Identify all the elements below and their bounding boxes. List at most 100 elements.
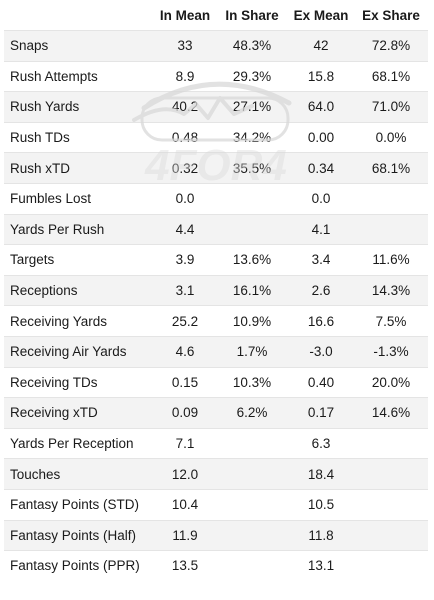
cell-in-mean: 0.0 (154, 182, 216, 215)
cell-in-mean: 0.15 (154, 366, 216, 398)
cell-ex-mean: 16.6 (288, 305, 354, 337)
cell-ex-mean: 3.4 (288, 244, 354, 276)
cell-in-share (216, 488, 288, 520)
table-row: Yards Per Rush 4.4 4.1 (4, 213, 428, 245)
stats-table: In Mean In Share Ex Mean Ex Share Snaps 3… (4, 8, 428, 581)
header-ex-share: Ex Share (362, 8, 420, 23)
stat-name-cell: Fumbles Lost (4, 182, 154, 215)
cell-in-share (216, 550, 288, 581)
stat-name-cell: Touches (4, 458, 154, 490)
stat-name-cell: Rush xTD (4, 152, 154, 184)
table-header: In Mean In Share Ex Mean Ex Share (4, 8, 428, 31)
table-row: Receiving Yards 25.2 10.9% 16.6 7.5% (4, 305, 428, 337)
table-row: Receptions 3.1 16.1% 2.6 14.3% (4, 274, 428, 306)
stat-name-cell: Receiving xTD (4, 397, 154, 429)
cell-in-share: 35.5% (216, 152, 288, 184)
cell-ex-mean: 4.1 (288, 213, 354, 245)
cell-in-share: 6.2% (216, 397, 288, 429)
cell-ex-share (354, 427, 428, 459)
stats-table-container: In Mean In Share Ex Mean Ex Share Snaps 3… (4, 8, 428, 581)
table-row: Rush TDs 0.48 34.2% 0.00 0.0% (4, 121, 428, 153)
cell-ex-share: 14.6% (354, 397, 428, 429)
table-row: Fantasy Points (PPR) 13.5 13.1 (4, 550, 428, 581)
cell-in-share: 13.6% (216, 244, 288, 276)
header-in-mean: In Mean (159, 8, 211, 23)
cell-ex-mean: 0.0 (288, 182, 354, 215)
cell-ex-share: 7.5% (354, 305, 428, 337)
table-row: Fantasy Points (STD) 10.4 10.5 (4, 488, 428, 520)
cell-in-mean: 3.1 (154, 274, 216, 306)
table-row: Rush Attempts 8.9 29.3% 15.8 68.1% (4, 60, 428, 92)
cell-ex-mean: 11.8 (288, 519, 354, 551)
cell-ex-share: 72.8% (354, 30, 428, 62)
cell-in-share: 10.3% (216, 366, 288, 398)
cell-in-share: 27.1% (216, 91, 288, 123)
cell-ex-share (354, 488, 428, 520)
stat-name-cell: Receiving Yards (4, 305, 154, 337)
table-row: Receiving xTD 0.09 6.2% 0.17 14.6% (4, 397, 428, 429)
cell-ex-share: 71.0% (354, 91, 428, 123)
cell-in-share: 10.9% (216, 305, 288, 337)
cell-in-share (216, 519, 288, 551)
table-row: Snaps 33 48.3% 42 72.8% (4, 30, 428, 62)
cell-in-mean: 25.2 (154, 305, 216, 337)
stat-name-cell: Targets (4, 244, 154, 276)
cell-ex-mean: 0.40 (288, 366, 354, 398)
cell-ex-mean: 0.00 (288, 121, 354, 153)
cell-in-share: 1.7% (216, 335, 288, 368)
header-stat (4, 8, 154, 31)
cell-in-mean: 11.9 (154, 519, 216, 551)
cell-ex-mean: 15.8 (288, 60, 354, 92)
stat-name-cell: Rush Yards (4, 91, 154, 123)
cell-in-mean: 10.4 (154, 488, 216, 520)
cell-ex-share: 68.1% (354, 152, 428, 184)
header-in-share: In Share (225, 8, 279, 23)
stat-name-cell: Fantasy Points (Half) (4, 519, 154, 551)
cell-ex-mean: 10.5 (288, 488, 354, 520)
table-row: Touches 12.0 18.4 (4, 458, 428, 490)
cell-ex-mean: 42 (288, 30, 354, 62)
stat-name-cell: Fantasy Points (PPR) (4, 550, 154, 581)
stat-name-cell: Rush Attempts (4, 60, 154, 92)
cell-in-mean: 4.6 (154, 335, 216, 368)
table-row: Targets 3.9 13.6% 3.4 11.6% (4, 244, 428, 276)
cell-ex-share (354, 213, 428, 245)
cell-ex-share (354, 550, 428, 581)
cell-in-mean: 4.4 (154, 213, 216, 245)
cell-in-mean: 8.9 (154, 60, 216, 92)
cell-ex-share: 11.6% (354, 244, 428, 276)
cell-ex-mean: 0.17 (288, 397, 354, 429)
cell-in-share: 48.3% (216, 30, 288, 62)
cell-ex-share (354, 182, 428, 215)
header-row: In Mean In Share Ex Mean Ex Share (4, 8, 428, 31)
stat-name-cell: Receptions (4, 274, 154, 306)
stat-name-cell: Snaps (4, 30, 154, 62)
stat-name-cell: Fantasy Points (STD) (4, 488, 154, 520)
cell-ex-share: 68.1% (354, 60, 428, 92)
cell-in-share (216, 213, 288, 245)
cell-in-mean: 0.32 (154, 152, 216, 184)
table-row: Yards Per Reception 7.1 6.3 (4, 427, 428, 459)
table-row: Fumbles Lost 0.0 0.0 (4, 182, 428, 215)
cell-ex-share (354, 519, 428, 551)
header-ex-mean: Ex Mean (293, 8, 349, 23)
stat-name-cell: Receiving TDs (4, 366, 154, 398)
cell-in-share: 29.3% (216, 60, 288, 92)
stat-name-cell: Yards Per Rush (4, 213, 154, 245)
cell-in-mean: 13.5 (154, 550, 216, 581)
cell-ex-share: -1.3% (354, 335, 428, 368)
cell-ex-share: 20.0% (354, 366, 428, 398)
cell-ex-mean: 2.6 (288, 274, 354, 306)
cell-in-share (216, 182, 288, 215)
cell-ex-mean: 6.3 (288, 427, 354, 459)
cell-in-share: 34.2% (216, 121, 288, 153)
table-row: Receiving Air Yards 4.6 1.7% -3.0 -1.3% (4, 335, 428, 368)
cell-in-share (216, 427, 288, 459)
stat-name-cell: Yards Per Reception (4, 427, 154, 459)
cell-in-mean: 7.1 (154, 427, 216, 459)
table-row: Fantasy Points (Half) 11.9 11.8 (4, 519, 428, 551)
cell-ex-share (354, 458, 428, 490)
cell-ex-mean: 18.4 (288, 458, 354, 490)
table-row: Rush xTD 0.32 35.5% 0.34 68.1% (4, 152, 428, 184)
table-row: Receiving TDs 0.15 10.3% 0.40 20.0% (4, 366, 428, 398)
